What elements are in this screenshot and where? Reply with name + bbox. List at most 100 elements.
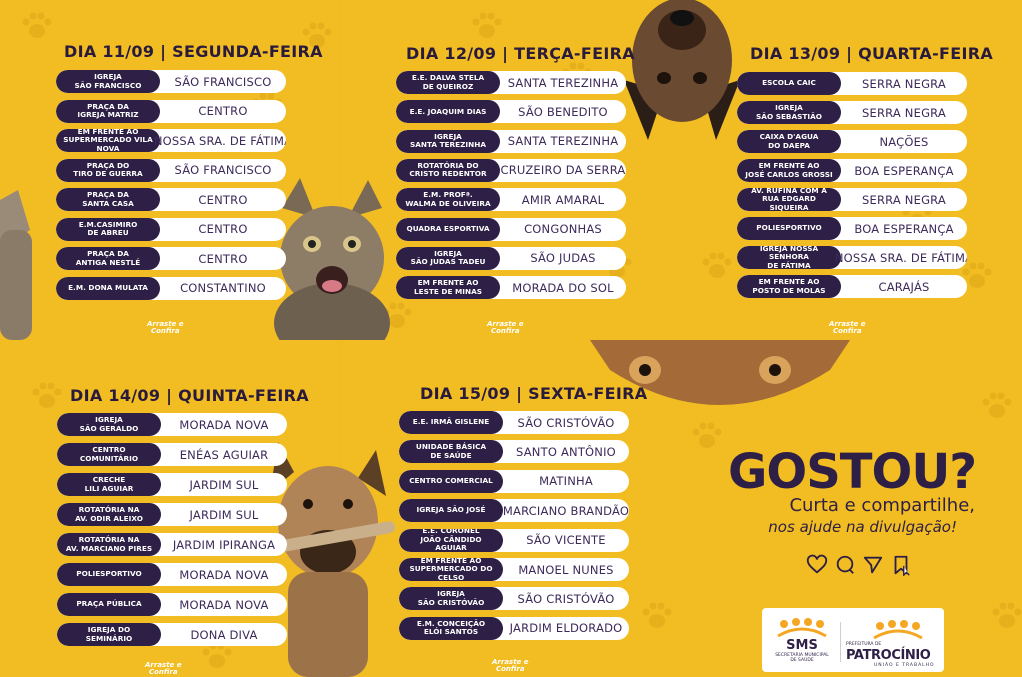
schedule-neighborhood: JARDIM SUL bbox=[189, 507, 259, 522]
schedule-location: EM FRENTE AO JOSÉ CARLOS GROSSI bbox=[737, 159, 841, 182]
schedule-row: POLIESPORTIVO MORADA NOVA bbox=[57, 563, 287, 586]
brand-mark-day-3: Arraste e Confira bbox=[829, 320, 866, 335]
schedule-neighborhood: SANTA TEREZINHA bbox=[507, 75, 619, 90]
schedule-location: QUADRA ESPORTIVA bbox=[396, 217, 500, 241]
schedule-row: EM FRENTE AO SUPERMERCADO VILA NOVA NOSSA… bbox=[56, 129, 286, 152]
schedule-neighborhood: CARAJÁS bbox=[878, 279, 930, 294]
schedule-row: EM FRENTE AO JOSÉ CARLOS GROSSI BOA ESPER… bbox=[737, 159, 967, 182]
brand-mark-day-4: Arraste e Confira bbox=[145, 661, 182, 676]
promo-line-2: nos ajude na divulgação! bbox=[768, 518, 957, 536]
schedule-row: ROTATÓRIA DO CRISTO REDENTOR CRUZEIRO DA … bbox=[396, 158, 626, 182]
paw-print-icon bbox=[702, 252, 732, 278]
schedule-neighborhood: DONA DIVA bbox=[190, 627, 258, 642]
day-title-2: DIA 12/09 | TERÇA-FEIRA bbox=[406, 44, 635, 63]
schedule-neighborhood: CRUZEIRO DA SERRA bbox=[500, 163, 626, 178]
schedule-location: EM FRENTE AO SUPERMERCADO VILA NOVA bbox=[56, 129, 160, 152]
schedule-location: IGREJA NOSSA SENHORA DE FÁTIMA bbox=[737, 246, 841, 269]
pref-small: PREFEITURA DE bbox=[846, 642, 882, 647]
schedule-neighborhood: MANOEL NUNES bbox=[518, 562, 614, 577]
schedule-row: IGREJA SÃO CRISTÓVÃO SÃO CRISTÓVÃO bbox=[399, 587, 629, 611]
schedule-neighborhood: NOSSA SRA. DE FÁTIMA bbox=[834, 250, 967, 265]
schedule-location: E.E. IRMÃ GISLENE bbox=[399, 411, 503, 434]
schedule-location: EM FRENTE AO LESTE DE MINAS bbox=[396, 276, 500, 300]
schedule-neighborhood: SANTO ANTÔNIO bbox=[516, 444, 616, 459]
comment-icon[interactable] bbox=[834, 554, 856, 576]
heart-icon[interactable] bbox=[806, 554, 828, 576]
schedule-neighborhood: BOA ESPERANÇA bbox=[854, 221, 954, 236]
paw-print-icon bbox=[32, 382, 62, 408]
schedule-location: E.E. JOAQUIM DIAS bbox=[396, 100, 500, 124]
schedule-neighborhood: MORADA NOVA bbox=[179, 567, 269, 582]
schedule-neighborhood: JARDIM ELDORADO bbox=[509, 621, 623, 636]
schedule-neighborhood: CENTRO bbox=[198, 192, 248, 207]
schedule-row: IGREJA SÃO JOSÉ MARCIANO BRANDÃO bbox=[399, 499, 629, 523]
paw-print-icon bbox=[642, 602, 672, 628]
paw-print-icon bbox=[302, 22, 332, 48]
schedule-neighborhood: CENTRO bbox=[198, 104, 248, 118]
schedule-neighborhood: ENÉAS AGUIAR bbox=[179, 447, 269, 462]
schedule-location: CENTRO COMUNITÁRIO bbox=[57, 443, 161, 466]
bookmark-icon[interactable] bbox=[890, 554, 912, 576]
schedule-row: ROTATÓRIA NA AV. MARCIANO PIRES JARDIM IP… bbox=[57, 533, 287, 556]
schedule-neighborhood: CONSTANTINO bbox=[180, 281, 266, 295]
paw-print-icon bbox=[22, 12, 52, 38]
dog-upside-down-photo bbox=[624, 0, 740, 140]
brand-mark-day-1: Arraste e Confira bbox=[147, 320, 184, 335]
schedule-row: E.M. PROFª. WALMA DE OLIVEIRA AMIR AMARAL bbox=[396, 188, 626, 212]
schedule-neighborhood: SÃO CRISTÓVÃO bbox=[517, 415, 615, 430]
schedule-row: IGREJA SANTA TEREZINHA SANTA TEREZINHA bbox=[396, 129, 626, 153]
schedule-row: CRECHE LILI AGUIAR JARDIM SUL bbox=[57, 473, 287, 496]
promo-line-1: Curta e compartilhe, bbox=[789, 495, 975, 516]
schedule-row: PRAÇA PÚBLICA MORADA NOVA bbox=[57, 593, 287, 616]
schedule-location: IGREJA DO SEMINÁRIO bbox=[57, 623, 161, 646]
schedule-location: ROTATÓRIA NA AV. MARCIANO PIRES bbox=[57, 533, 161, 556]
patrocinio-logo-icon bbox=[873, 620, 923, 640]
schedule-location: E.M. PROFª. WALMA DE OLIVEIRA bbox=[396, 188, 500, 212]
schedule-location: E.M. CONCEIÇÃO ELÓI SANTOS bbox=[399, 616, 503, 640]
schedule-neighborhood: SANTA TEREZINHA bbox=[507, 134, 619, 149]
schedule-neighborhood: CONGONHAS bbox=[524, 222, 602, 236]
dog-peeking-photo bbox=[590, 340, 850, 405]
schedule-location: IGREJA SÃO JOSÉ bbox=[399, 499, 503, 523]
schedule-neighborhood: SÃO BENEDITO bbox=[518, 104, 608, 119]
day-title-5: DIA 15/09 | SEXTA-FEIRA bbox=[420, 384, 648, 403]
logos-card: SMS SECRETARIA MUNICIPAL DE SAÚDE PREFEI… bbox=[762, 608, 944, 672]
send-icon[interactable] bbox=[862, 554, 884, 576]
day-title-1: DIA 11/09 | SEGUNDA-FEIRA bbox=[64, 42, 323, 61]
sms-title: SMS bbox=[786, 638, 818, 653]
schedule-row: E.M.CASIMIRO DE ABREU CENTRO bbox=[56, 217, 286, 241]
schedule-row: EM FRENTE AO POSTO DE MOLAS CARAJÁS bbox=[737, 275, 967, 298]
schedule-neighborhood: SÃO VICENTE bbox=[526, 533, 606, 548]
schedule-neighborhood: NAÇÕES bbox=[879, 134, 929, 149]
schedule-neighborhood: JARDIM SUL bbox=[189, 477, 259, 492]
day-title-4: DIA 14/09 | QUINTA-FEIRA bbox=[70, 386, 309, 405]
schedule-neighborhood: CENTRO bbox=[198, 222, 248, 236]
schedule-neighborhood: BOA ESPERANÇA bbox=[854, 163, 954, 178]
schedule-location: E.E. CORONEL JOÃO CÂNDIDO AGUIAR bbox=[399, 528, 503, 552]
paw-print-icon bbox=[962, 262, 992, 288]
schedule-neighborhood: AMIR AMARAL bbox=[521, 192, 605, 207]
schedule-row: IGREJA DO SEMINÁRIO DONA DIVA bbox=[57, 623, 287, 646]
schedule-location: IGREJA SANTA TEREZINHA bbox=[396, 129, 500, 153]
schedule-location: AV. RUFINA COM A RUA EDGARD SIQUEIRA bbox=[737, 188, 841, 211]
schedule-location: ROTATÓRIA DO CRISTO REDENTOR bbox=[396, 158, 500, 182]
schedule-location: PRAÇA DA ANTIGA NESTLÉ bbox=[56, 247, 160, 270]
schedule-row: E.M. CONCEIÇÃO ELÓI SANTOS JARDIM ELDORAD… bbox=[399, 616, 629, 640]
social-icons bbox=[806, 554, 912, 576]
schedule-location: CRECHE LILI AGUIAR bbox=[57, 473, 161, 496]
schedule-location: IGREJA SÃO SEBASTIÃO bbox=[737, 101, 841, 124]
schedule-row: PRAÇA DO TIRO DE GUERRA SÃO FRANCISCO bbox=[56, 158, 286, 182]
schedule-neighborhood: MORADA DO SOL bbox=[512, 280, 614, 295]
schedule-location: IGREJA SÃO JUDAS TADEU bbox=[396, 246, 500, 270]
schedule-neighborhood: SÃO FRANCISCO bbox=[174, 163, 272, 177]
paw-print-icon bbox=[472, 12, 502, 38]
schedule-location: E.M.CASIMIRO DE ABREU bbox=[56, 217, 160, 241]
schedule-neighborhood: NOSSA SRA. DE FÁTIMA bbox=[153, 133, 286, 148]
schedule-location: CAIXA D'AGUA DO DAEPA bbox=[737, 130, 841, 153]
schedule-location: EM FRENTE AO SUPERMERCADO DO CELSO bbox=[399, 558, 503, 581]
schedule-row: PRAÇA DA ANTIGA NESTLÉ CENTRO bbox=[56, 247, 286, 270]
schedule-neighborhood: JARDIM IPIRANGA bbox=[172, 537, 276, 552]
schedule-row: IGREJA NOSSA SENHORA DE FÁTIMA NOSSA SRA.… bbox=[737, 246, 967, 269]
cat-edge-photo bbox=[0, 190, 32, 340]
